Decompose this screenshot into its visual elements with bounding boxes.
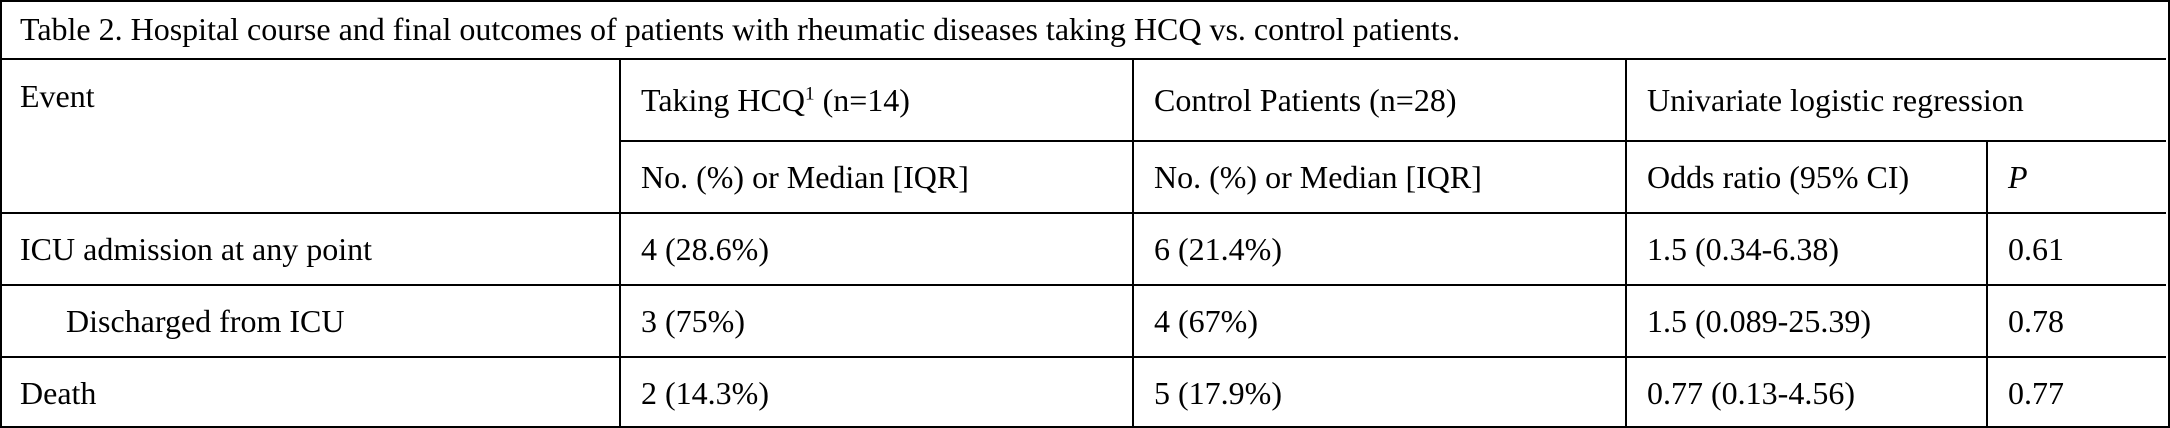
subheader-row: No. (%) or Median [IQR] No. (%) or Media… xyxy=(0,140,2167,214)
odds-ratio-cell: 0.77 (0.13-4.56) xyxy=(1625,356,1988,428)
event-cell: Discharged from ICU xyxy=(0,284,621,358)
event-cell: Death xyxy=(0,356,621,428)
regression-header: Univariate logistic regression xyxy=(1624,58,2167,142)
table-row: Death 2 (14.3%) 5 (17.9%) 0.77 (0.13-4.5… xyxy=(0,356,2167,428)
p-value-cell: 0.78 xyxy=(1985,284,2167,358)
caption-row: Table 2. Hospital course and final outco… xyxy=(0,0,2167,60)
odds-ratio-cell: 1.5 (0.34-6.38) xyxy=(1625,212,1988,286)
hcq-subheader: No. (%) or Median [IQR] xyxy=(620,140,1134,214)
hcq-cell: 3 (75%) xyxy=(619,284,1134,358)
odds-ratio-cell: 1.5 (0.089-25.39) xyxy=(1625,284,1988,358)
hcq-header-label: Taking HCQ xyxy=(641,81,805,118)
event-header: Event xyxy=(0,58,621,214)
control-header: Control Patients (n=28) xyxy=(1132,58,1627,142)
p-value-cell: 0.61 xyxy=(1985,212,2167,286)
hcq-cell: 2 (14.3%) xyxy=(619,356,1134,428)
control-cell: 5 (17.9%) xyxy=(1132,356,1627,428)
hcq-header: Taking HCQ1 (n=14) xyxy=(619,58,1134,142)
odds-ratio-subheader: Odds ratio (95% CI) xyxy=(1625,140,1988,214)
p-value-cell: 0.77 xyxy=(1985,356,2167,428)
table-row: ICU admission at any point 4 (28.6%) 6 (… xyxy=(0,212,2167,286)
control-cell: 4 (67%) xyxy=(1132,284,1627,358)
control-cell: 6 (21.4%) xyxy=(1132,212,1627,286)
hcq-footnote-marker: 1 xyxy=(804,82,815,104)
hcq-cell: 4 (28.6%) xyxy=(619,212,1134,286)
header-row: Event Taking HCQ1 (n=14) Control Patient… xyxy=(0,58,2167,214)
table-row: Discharged from ICU 3 (75%) 4 (67%) 1.5 … xyxy=(0,284,2167,358)
event-cell: ICU admission at any point xyxy=(0,212,621,286)
hcq-header-n: (n=14) xyxy=(814,81,910,118)
control-subheader: No. (%) or Median [IQR] xyxy=(1132,140,1627,214)
p-value-subheader: P xyxy=(1985,140,2167,214)
table-caption: Table 2. Hospital course and final outco… xyxy=(0,0,2167,60)
